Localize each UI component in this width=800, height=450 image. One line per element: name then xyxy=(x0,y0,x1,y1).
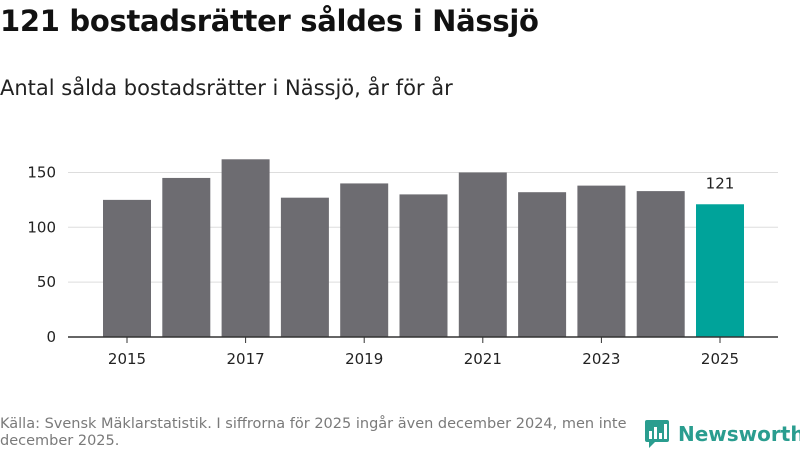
bar-2017 xyxy=(221,159,270,337)
brand-logo: Newsworthy xyxy=(644,418,800,450)
bar-2018 xyxy=(280,197,329,337)
x-tick-label: 2021 xyxy=(464,350,502,368)
bar-2022 xyxy=(518,192,567,337)
x-tick-label: 2019 xyxy=(345,350,383,368)
bar-2020 xyxy=(399,194,448,337)
bar-2023 xyxy=(577,185,626,337)
x-tick-label: 2015 xyxy=(108,350,146,368)
y-tick-label: 0 xyxy=(46,328,56,346)
x-tick-label: 2023 xyxy=(582,350,620,368)
source-note: Källa: Svensk Mäklarstatistik. I siffror… xyxy=(0,416,627,449)
chart-subtitle: Antal sålda bostadsrätter i Nässjö, år f… xyxy=(0,76,453,100)
y-tick-label: 50 xyxy=(37,273,56,291)
chart-title: 121 bostadsrätter såldes i Nässjö xyxy=(0,4,539,38)
y-tick-label: 150 xyxy=(27,163,56,181)
bar-2025 xyxy=(696,204,744,337)
bar-2019 xyxy=(340,183,389,337)
bar-2016 xyxy=(162,177,211,337)
x-tick-label: 2017 xyxy=(227,350,265,368)
bar-2021 xyxy=(458,172,507,337)
brand-name: Newsworthy xyxy=(678,422,800,446)
bar-chart-logo-icon xyxy=(645,420,669,448)
data-label: 121 xyxy=(706,174,735,192)
bar-chart: 0 50 100 150 2015 2017 2019 2021 2023 2025 121 xyxy=(27,159,778,368)
bar-2015 xyxy=(103,199,151,337)
y-tick-label: 100 xyxy=(27,218,56,236)
bar-2024 xyxy=(636,191,685,337)
x-tick-label: 2025 xyxy=(701,350,739,368)
